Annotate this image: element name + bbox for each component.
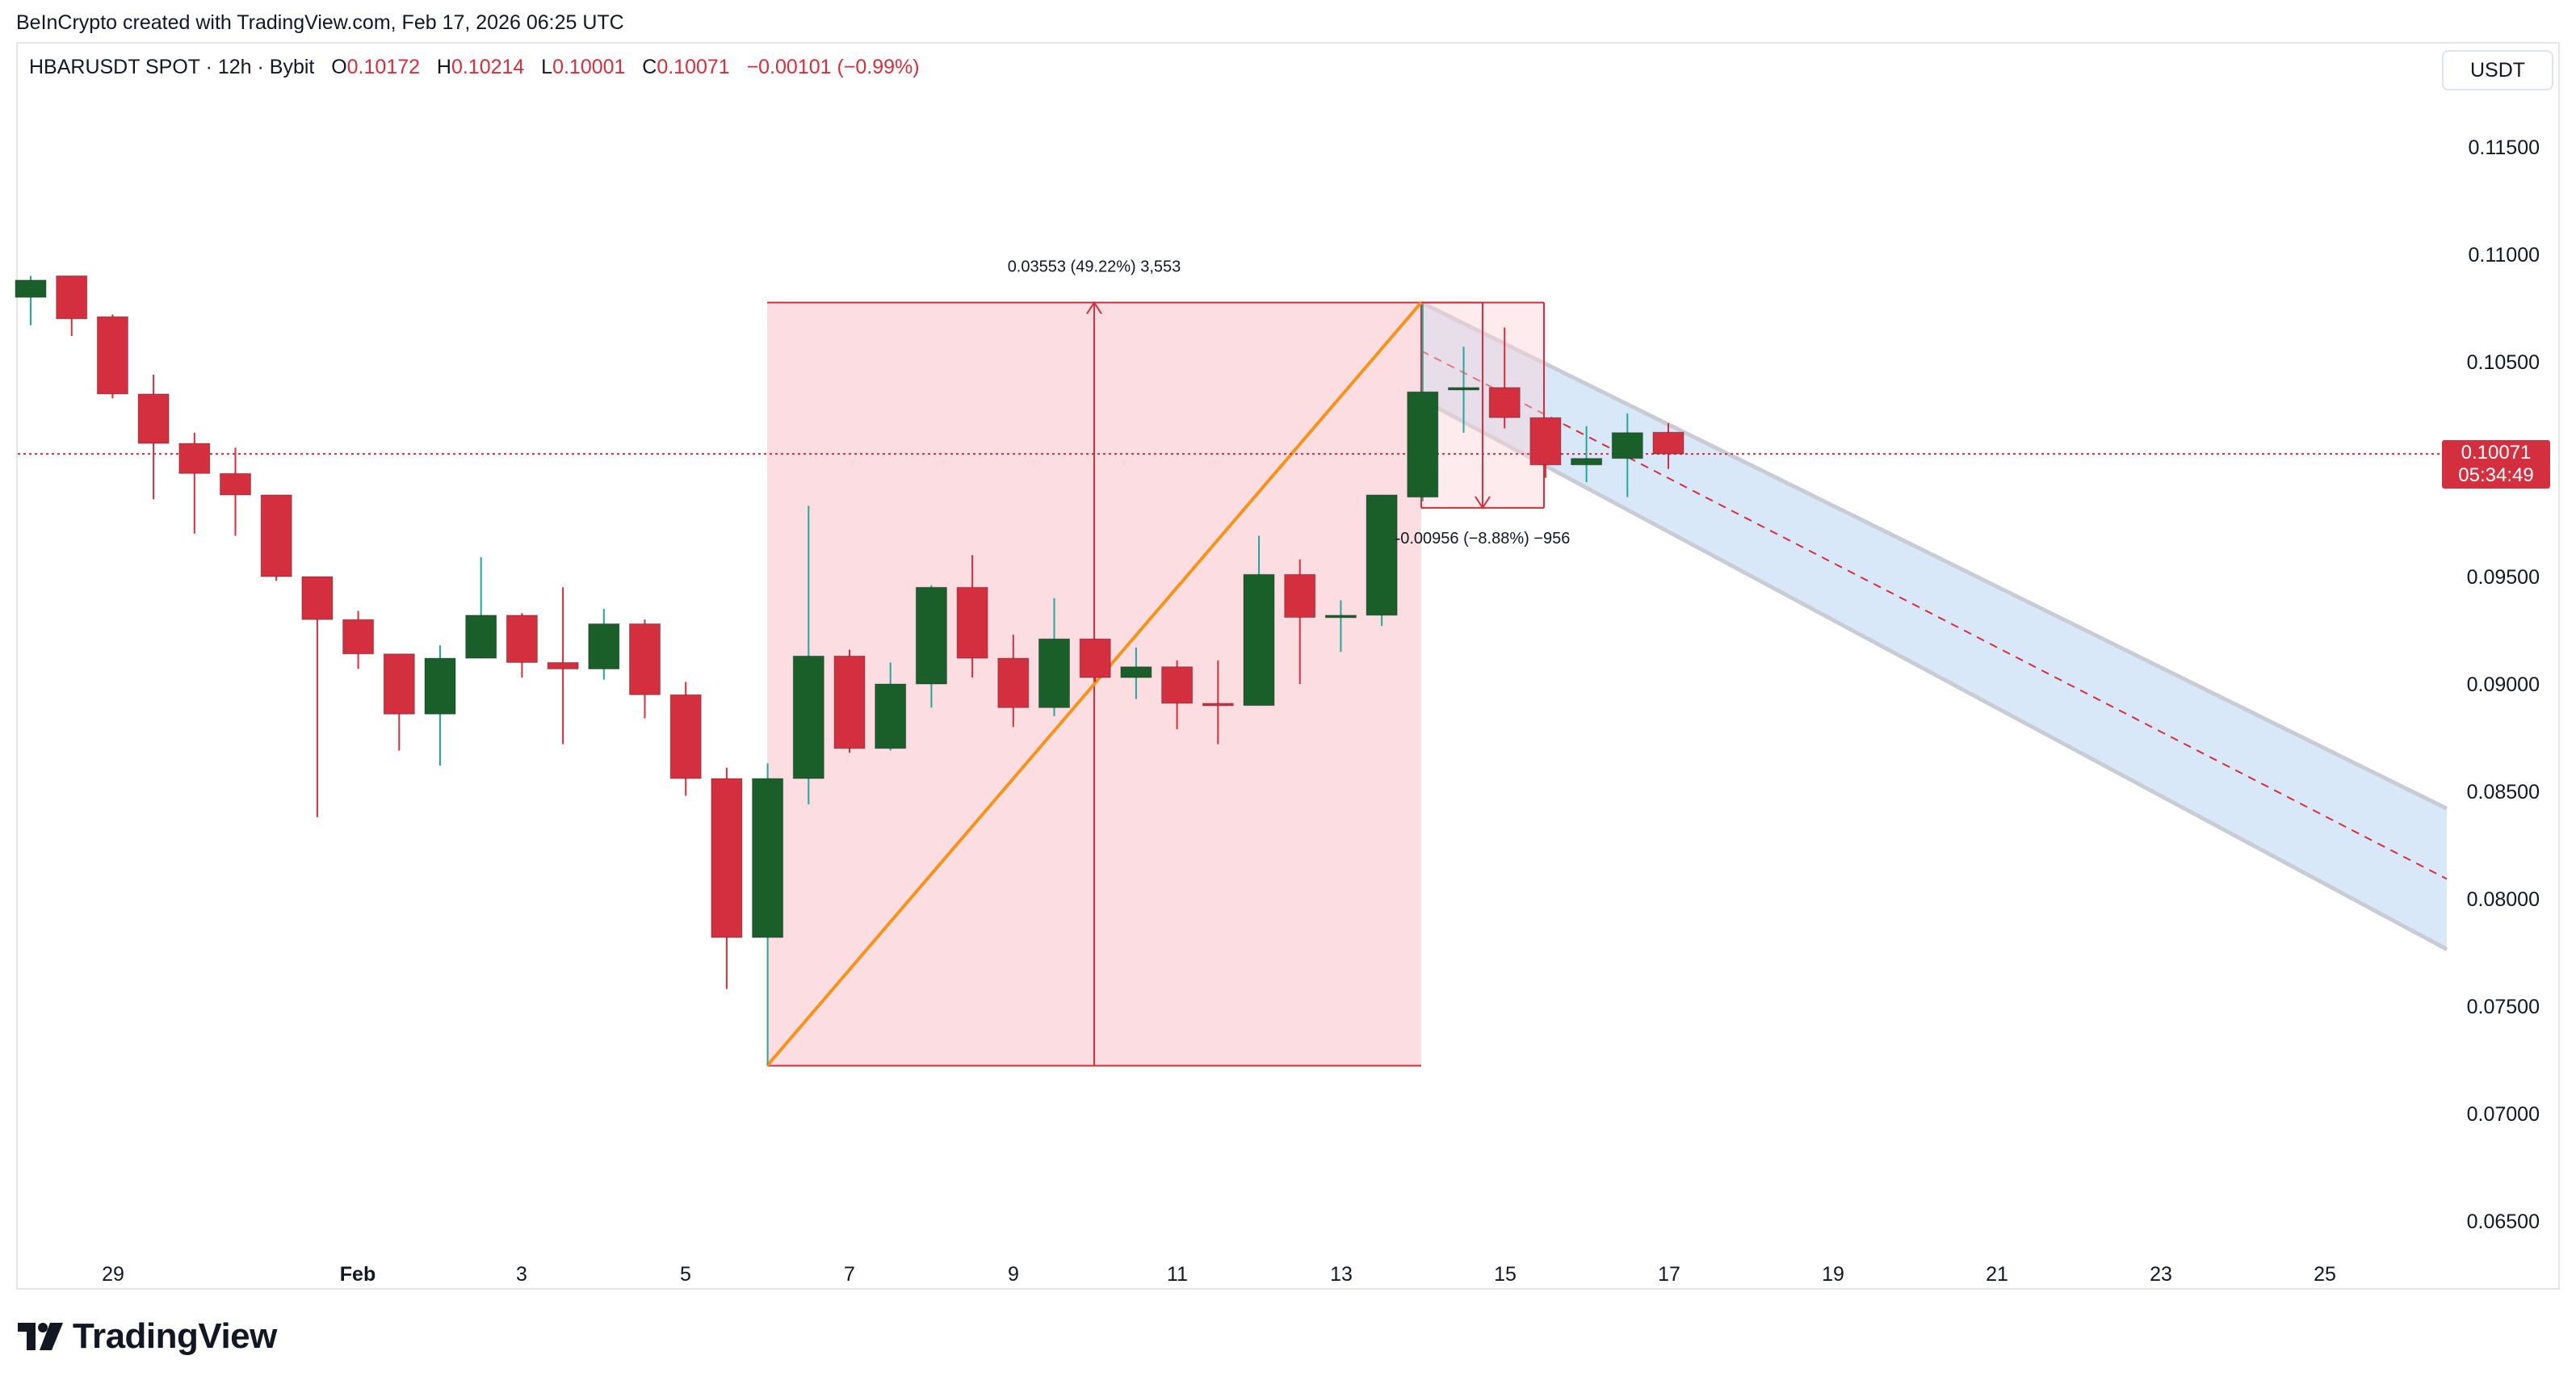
- x-axis-tick-label: 13: [1330, 1263, 1353, 1286]
- legend-low-value: 0.10001: [552, 56, 626, 78]
- candle-body[interactable]: [1079, 638, 1111, 678]
- candle-body[interactable]: [956, 586, 988, 659]
- legend-open-label: O: [331, 56, 347, 78]
- candle-body[interactable]: [383, 653, 415, 715]
- legend-high-label: H: [436, 56, 451, 78]
- legend-close-label: C: [642, 56, 657, 78]
- measure-up-arrowhead: [1086, 300, 1102, 315]
- candle-body[interactable]: [15, 279, 47, 298]
- descending-channel-area[interactable]: [1421, 302, 2447, 950]
- candle-body[interactable]: [1448, 387, 1479, 391]
- candle-body[interactable]: [1324, 615, 1357, 619]
- candle-body[interactable]: [669, 694, 702, 779]
- y-axis-tick-label: 0.07500: [2467, 996, 2540, 1018]
- candle-countdown: 05:34:49: [2458, 464, 2534, 486]
- candle-body[interactable]: [752, 778, 784, 938]
- attribution-text: BeInCrypto created with TradingView.com,…: [16, 11, 624, 34]
- candle-body[interactable]: [260, 494, 292, 577]
- x-axis-tick-label: 23: [2150, 1263, 2172, 1286]
- x-axis-tick-label: 3: [516, 1263, 527, 1286]
- candle-body[interactable]: [465, 615, 497, 659]
- candle-body[interactable]: [997, 657, 1030, 708]
- chart-frame[interactable]: [16, 42, 2560, 1290]
- candle-body[interactable]: [506, 615, 538, 663]
- candle-body[interactable]: [1202, 703, 1234, 707]
- legend-open-value: 0.10172: [346, 56, 421, 78]
- channel-lower-line[interactable]: [1420, 397, 2448, 951]
- tradingview-logo-text: TradingView: [73, 1316, 277, 1356]
- x-axis-tick-label: 5: [680, 1263, 691, 1286]
- candle-body[interactable]: [178, 443, 211, 474]
- candle-body[interactable]: [1611, 432, 1643, 460]
- candle-body[interactable]: [1284, 573, 1316, 619]
- candle-body[interactable]: [1571, 458, 1603, 466]
- candle-body[interactable]: [711, 778, 743, 938]
- y-axis-tick-label: 0.09500: [2467, 566, 2540, 589]
- candle-body[interactable]: [915, 586, 947, 685]
- candle-body[interactable]: [1243, 573, 1275, 707]
- candle-body[interactable]: [1488, 387, 1521, 418]
- candle-body[interactable]: [137, 393, 170, 444]
- candle-body[interactable]: [96, 316, 128, 395]
- x-axis-tick-label: 11: [1167, 1263, 1188, 1286]
- candle-body[interactable]: [547, 661, 579, 669]
- candle-body[interactable]: [424, 657, 456, 715]
- measure-down-arrowhead: [1475, 496, 1491, 510]
- candle-body[interactable]: [1366, 494, 1398, 616]
- legend-close-value: 0.10071: [657, 56, 730, 78]
- x-axis-tick-label: 7: [844, 1263, 855, 1286]
- candle-body[interactable]: [1038, 638, 1070, 708]
- candle-body[interactable]: [629, 623, 661, 695]
- tradingview-logo[interactable]: TradingView: [18, 1316, 277, 1357]
- candle-body[interactable]: [1652, 431, 1684, 455]
- x-axis-tick-label: 29: [102, 1263, 124, 1286]
- x-axis-tick-label: 25: [2314, 1263, 2336, 1286]
- candle-body[interactable]: [220, 472, 251, 496]
- channel-upper-line[interactable]: [1420, 300, 2448, 811]
- candle-body[interactable]: [1407, 391, 1439, 498]
- tradingview-logo-icon: [18, 1323, 63, 1350]
- candle-body[interactable]: [875, 683, 907, 749]
- y-axis-tick-label: 0.08500: [2467, 781, 2540, 804]
- legend-change-value: −0.00101 (−0.99%): [746, 56, 920, 78]
- candle-body[interactable]: [1161, 666, 1194, 704]
- y-axis-tick-label: 0.11000: [2468, 244, 2540, 266]
- symbol-legend: HBARUSDT SPOT · 12h · Bybit O0.10172 H0.…: [29, 56, 920, 79]
- legend-symbol: HBARUSDT SPOT · 12h · Bybit: [29, 56, 315, 78]
- y-axis-tick-label: 0.06500: [2467, 1211, 2540, 1233]
- x-axis-tick-label: Feb: [340, 1263, 375, 1286]
- candle-body[interactable]: [1120, 666, 1152, 678]
- y-axis-tick-label: 0.07000: [2467, 1103, 2540, 1126]
- candle-body[interactable]: [588, 623, 620, 669]
- legend-high-value: 0.10214: [451, 56, 525, 78]
- candle-body[interactable]: [342, 619, 375, 655]
- x-axis-tick-label: 17: [1658, 1263, 1680, 1286]
- trend-line[interactable]: [766, 301, 1423, 1067]
- candle-body[interactable]: [1529, 417, 1562, 466]
- channel-median-line: [1420, 350, 2448, 880]
- x-axis-tick-label: 9: [1008, 1263, 1019, 1286]
- candle-body[interactable]: [833, 655, 866, 749]
- last-price-tag: 0.10071 05:34:49: [2442, 440, 2550, 489]
- candle-body[interactable]: [792, 655, 824, 779]
- currency-selector-button[interactable]: USDT: [2442, 50, 2553, 90]
- y-axis-tick-label: 0.11500: [2468, 136, 2540, 159]
- y-axis-tick-label: 0.10500: [2467, 351, 2540, 374]
- y-axis-tick-label: 0.08000: [2467, 888, 2540, 911]
- measure-up-label: 0.03553 (49.22%) 3,553: [1008, 258, 1181, 276]
- last-price-value: 0.10071: [2461, 442, 2532, 464]
- legend-low-label: L: [541, 56, 553, 78]
- candle-body[interactable]: [301, 576, 334, 620]
- x-axis-tick-label: 19: [1822, 1263, 1844, 1286]
- candle-body[interactable]: [56, 275, 88, 320]
- measure-down-label: -0.00956 (−8.88%) −956: [1395, 530, 1571, 548]
- y-axis-tick-label: 0.09000: [2467, 674, 2540, 696]
- x-axis-tick-label: 21: [1986, 1263, 2008, 1286]
- x-axis-tick-label: 15: [1494, 1263, 1517, 1286]
